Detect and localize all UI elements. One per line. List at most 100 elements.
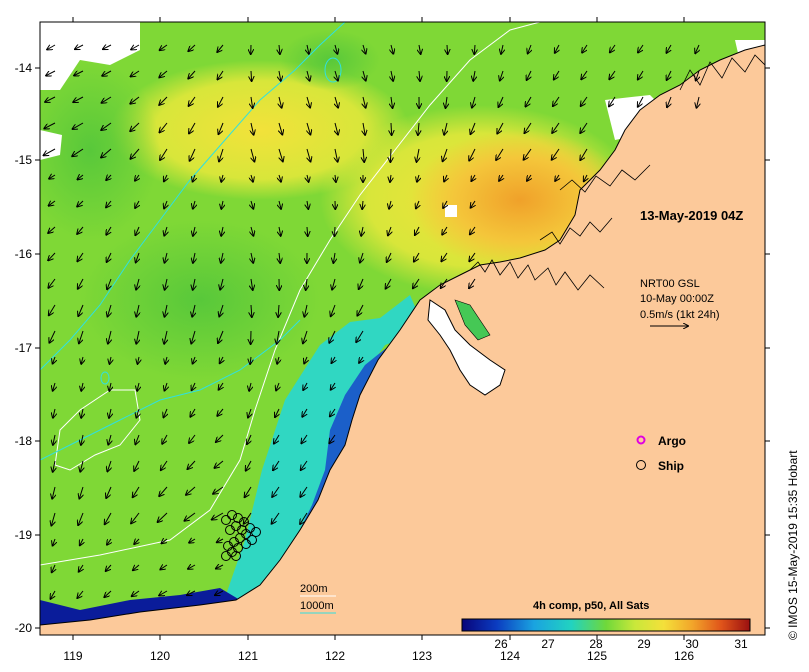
current-arrow [79,486,83,499]
current-arrow [215,591,224,595]
current-arrow [81,382,83,391]
current-arrow [386,278,392,289]
current-arrow [80,538,83,545]
current-arrow [391,122,392,135]
current-arrow [107,538,111,545]
current-arrow [81,408,83,418]
current-arrow [555,174,559,181]
current-source-label: NRT00 GSL [640,278,700,290]
current-arrow [159,70,168,77]
current-arrow [106,486,112,498]
current-arrow [697,96,700,108]
current-arrow [251,304,252,317]
current-arrow [526,96,532,107]
ship-marker [225,525,235,535]
current-arrow [134,460,140,471]
ship-marker [227,510,237,520]
current-arrow [217,44,224,52]
current-arrow [329,434,336,443]
current-arrow [160,44,168,50]
argo-marker-icon [636,435,646,445]
current-arrow [278,304,279,317]
current-arrow [53,382,55,391]
current-arrow [81,434,83,445]
current-arrow [131,148,140,159]
current-arrow [638,44,644,53]
current-arrow [136,330,139,344]
current-arrow [418,122,419,135]
current-arrow [361,226,363,236]
current-arrow [303,382,307,390]
current-arrow [414,252,420,262]
x-tick-label: 124 [500,649,520,663]
map-frame [39,21,766,636]
current-arrow [44,148,56,155]
current-arrow [49,201,56,206]
current-arrow [580,122,588,133]
current-arrow [136,278,139,290]
current-arrow [527,70,531,80]
current-arrow [193,200,195,209]
current-arrow [193,356,195,364]
current-arrow [331,304,336,316]
current-arrow [441,252,448,261]
current-arrow [363,70,366,81]
current-arrow [279,148,283,161]
current-arrow [329,330,336,343]
current-arrow [251,252,253,263]
ship-observations [221,510,261,561]
contour-1000m-seamount [324,57,342,83]
current-arrow [189,434,196,443]
current-arrow [221,200,223,209]
current-arrow [159,96,168,105]
current-arrow [363,122,365,135]
current-arrow [553,96,560,106]
current-arrow [360,252,363,263]
credit-label: © IMOS 15-May-2019 15:35 Hobart [786,450,800,640]
current-arrow [388,226,391,235]
current-arrow [279,96,282,108]
current-arrow [335,148,338,162]
current-arrow [363,44,366,54]
current-arrow [186,486,196,495]
current-arrow [192,382,195,390]
current-arrow [359,278,364,289]
current-arrow [107,252,111,262]
current-arrow [416,200,419,208]
gulf-inlet [427,299,506,396]
contour-200-label: 200m [300,583,328,595]
current-vectors [44,45,699,599]
current-arrow [47,45,56,50]
current-arrow [80,460,83,472]
current-arrow [216,565,224,569]
current-arrow [251,200,253,209]
current-arrow [497,122,504,134]
current-arrow [164,174,167,181]
coast-detail-4 [679,54,765,91]
cool-zone-mid [80,220,320,380]
current-arrow [609,70,616,79]
current-arrow [387,252,391,262]
current-arrow [191,330,195,344]
current-arrow [419,70,420,81]
current-arrow [581,96,588,106]
current-arrow [159,591,168,596]
current-arrow [417,174,419,182]
current-arrow [279,200,281,209]
current-arrow [279,252,280,263]
current-arrow [106,564,112,571]
current-arrow [165,304,168,317]
current-arrow [135,226,139,235]
current-arrow [221,252,223,263]
current-arrow [49,175,56,179]
current-arrow [132,590,140,596]
current-arrow [276,382,279,390]
current-arrow [304,304,307,317]
current-arrow [104,590,112,597]
current-arrow [335,226,336,236]
current-arrow [251,122,254,135]
current-arrow [554,70,560,80]
current-arrow [160,565,168,569]
current-arrow [555,44,559,53]
coast-detail-2 [539,217,613,245]
